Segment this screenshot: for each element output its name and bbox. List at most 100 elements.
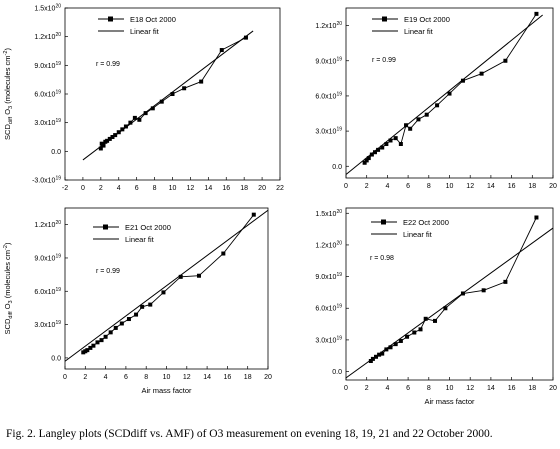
x-tick-label: 20 <box>264 374 272 381</box>
data-series-line <box>370 217 537 362</box>
data-point <box>380 145 385 150</box>
data-point <box>388 138 393 143</box>
data-point <box>416 117 421 122</box>
x-tick-label: 10 <box>163 374 171 381</box>
data-point <box>447 91 452 96</box>
x-tick-label: 8 <box>427 183 431 190</box>
data-point <box>88 345 93 350</box>
data-point <box>113 325 118 330</box>
legend-series-marker <box>382 16 387 22</box>
x-tick-label: 2 <box>365 183 369 190</box>
x-tick-label: 2 <box>365 385 369 392</box>
x-tick-label: 20 <box>549 183 557 190</box>
data-point <box>433 318 438 323</box>
data-point <box>408 126 413 131</box>
linear-fit-line <box>64 209 269 362</box>
data-point <box>123 124 128 129</box>
data-point <box>393 136 398 141</box>
x-tick-label: 6 <box>406 385 410 392</box>
data-point <box>150 106 155 111</box>
correlation-label: r = 0.98 <box>370 255 394 262</box>
data-point <box>368 359 373 364</box>
data-point <box>376 147 381 152</box>
x-tick-label: 4 <box>104 374 108 381</box>
x-tick-label: 16 <box>222 185 230 192</box>
x-tick-label: 0 <box>63 374 67 381</box>
x-tick-label: 10 <box>169 185 177 192</box>
data-point <box>380 351 385 356</box>
data-point <box>251 212 256 217</box>
x-tick-label: 16 <box>508 183 516 190</box>
legend-fit-label: Linear fit <box>125 235 155 244</box>
x-tick-label: 16 <box>508 385 516 392</box>
y-tick-label: 1.2x1020 <box>315 21 342 30</box>
y-tick-label: 6.0x1019 <box>34 287 61 296</box>
data-point <box>503 279 508 284</box>
legend-series-label: E18 Oct 2000 <box>130 15 176 24</box>
data-point <box>398 142 403 146</box>
y-tick-label: 1.5x1020 <box>34 4 61 13</box>
data-point <box>83 349 88 354</box>
x-tick-label: 10 <box>446 385 454 392</box>
data-point <box>110 135 115 139</box>
x-tick-label: 18 <box>528 183 536 190</box>
x-tick-label: 20 <box>258 185 266 192</box>
legend-series-label: E22 Oct 2000 <box>403 218 449 227</box>
legend-fit-label: Linear fit <box>404 27 434 36</box>
x-tick-label: 6 <box>135 185 139 192</box>
data-point <box>137 117 142 122</box>
data-point <box>101 143 106 148</box>
data-point <box>159 99 164 104</box>
data-point <box>362 160 367 165</box>
y-tick-label: 3.0x1019 <box>315 335 342 344</box>
y-tick-label: 3.0x1019 <box>315 127 342 136</box>
x-tick-label: 12 <box>466 385 474 392</box>
x-tick-label: 2 <box>83 374 87 381</box>
data-point <box>98 146 103 151</box>
data-point <box>143 111 148 116</box>
plot-frame <box>64 207 269 370</box>
x-tick-label: 4 <box>385 385 389 392</box>
x-tick-label: 8 <box>144 374 148 381</box>
x-tick-label: 4 <box>385 183 389 190</box>
x-axis-label: Air mass factor <box>141 386 192 395</box>
legend-fit-label: Linear fit <box>403 230 433 239</box>
y-tick-label: 3.0x1019 <box>34 320 61 329</box>
y-axis-label: SCDdiff O3 (molecules cm-2) <box>3 48 14 140</box>
y-tick-label: -3.0x1019 <box>32 176 61 185</box>
y-tick-label: 9.0x1019 <box>34 253 61 262</box>
data-point <box>423 316 428 321</box>
x-tick-label: 6 <box>406 183 410 190</box>
data-point <box>178 274 183 279</box>
y-tick-label: 1.2x1020 <box>315 240 342 249</box>
data-point <box>95 340 100 345</box>
y-tick-label: 3.0x1019 <box>34 118 61 127</box>
legend-fit-label: Linear fit <box>130 27 160 36</box>
data-point <box>99 338 104 343</box>
data-point <box>384 347 389 352</box>
x-tick-label: 20 <box>549 385 557 392</box>
data-point <box>148 302 153 307</box>
x-tick-label: 0 <box>81 185 85 192</box>
data-point <box>85 348 90 353</box>
legend-series-marker <box>108 16 113 22</box>
data-point <box>219 48 224 53</box>
data-point <box>460 78 465 83</box>
y-tick-label: 0.0 <box>332 164 342 171</box>
chart-panel-1: -2 0 2 4 6 8 10 12 14 16 18 20 22 -3.0x1019 0.0 3.0x101… <box>3 4 284 193</box>
x-tick-label: 10 <box>446 183 454 190</box>
x-tick-label: 14 <box>204 185 212 192</box>
x-tick-label: 18 <box>528 385 536 392</box>
chart-panel-3: 0 2 4 6 8 10 12 14 16 18 20 0.0 3.0x1019 6.0x1019 9.0x… <box>3 207 272 395</box>
data-point <box>81 350 86 355</box>
x-tick-label: 12 <box>466 183 474 190</box>
data-point <box>534 11 539 16</box>
x-tick-label: 0 <box>344 385 348 392</box>
x-tick-label: 22 <box>276 185 284 192</box>
data-point <box>140 304 145 309</box>
x-tick-label: 12 <box>183 374 191 381</box>
data-point <box>182 86 187 91</box>
data-point <box>91 343 96 348</box>
y-tick-label: 1.2x1020 <box>34 220 61 229</box>
